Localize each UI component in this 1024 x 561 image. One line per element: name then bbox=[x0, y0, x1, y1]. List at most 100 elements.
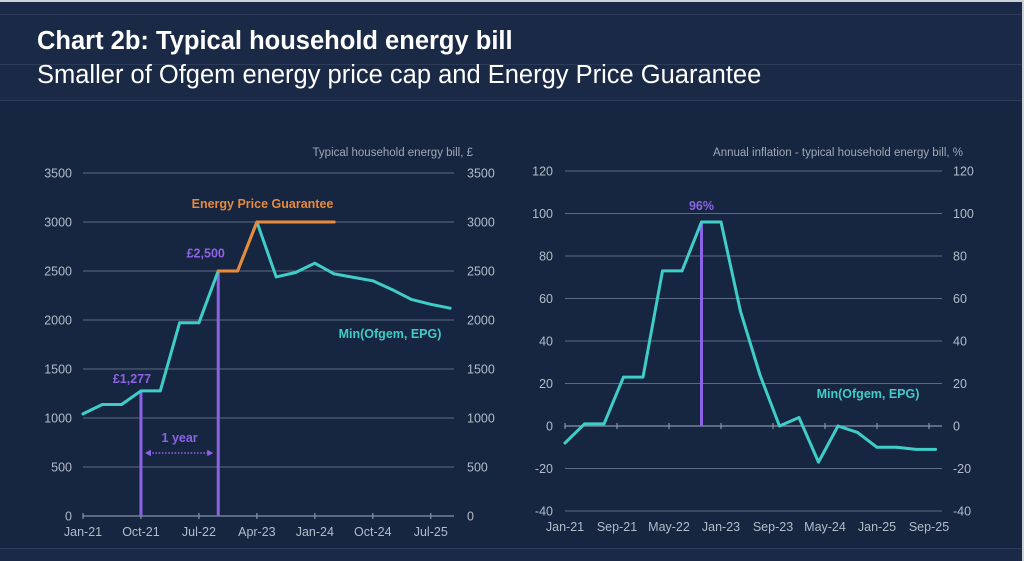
y-tick-label-right: 500 bbox=[467, 461, 488, 475]
data-point-min-ofgem-epg bbox=[875, 445, 879, 449]
data-point-min-ofgem-epg bbox=[120, 403, 123, 406]
y-tick-label-right: 20 bbox=[953, 377, 967, 391]
y-tick-label-right: 0 bbox=[953, 420, 960, 434]
data-point-min-ofgem-epg bbox=[797, 416, 801, 419]
footer-band bbox=[0, 548, 1024, 561]
series-label-min-ofgem-epg: Min(Ofgem, EPG) bbox=[339, 327, 442, 341]
data-point-energy-price-guarantee bbox=[332, 220, 336, 224]
data-point-min-ofgem-epg bbox=[390, 288, 394, 291]
data-point-min-ofgem-epg bbox=[602, 422, 606, 426]
y-tick-label-left: 80 bbox=[539, 250, 553, 264]
arrowhead-left-icon bbox=[144, 449, 151, 457]
x-tick-label: Jan-23 bbox=[702, 520, 740, 534]
data-point-energy-price-guarantee bbox=[255, 220, 259, 224]
divider bbox=[0, 64, 1022, 65]
y-tick-label-left: 100 bbox=[532, 207, 553, 221]
y-tick-label-right: 1000 bbox=[467, 412, 495, 426]
x-tick-label: Sep-21 bbox=[597, 520, 637, 534]
y-tick-label-left: 0 bbox=[546, 420, 553, 434]
y-tick-label-left: 3000 bbox=[44, 216, 72, 230]
data-point-min-ofgem-epg bbox=[332, 272, 336, 276]
y-tick-label-left: 60 bbox=[539, 292, 553, 306]
x-tick-label: Oct-21 bbox=[122, 525, 160, 539]
data-point-min-ofgem-epg bbox=[81, 412, 85, 416]
chart-subtitle: Smaller of Ofgem energy price cap and En… bbox=[37, 61, 762, 89]
y-tick-label-right: 120 bbox=[953, 165, 974, 179]
data-point-min-ofgem-epg bbox=[448, 306, 452, 310]
data-point-min-ofgem-epg bbox=[836, 424, 840, 428]
data-point-min-ofgem-epg bbox=[700, 220, 703, 224]
data-point-min-ofgem-epg bbox=[817, 460, 820, 464]
data-point-min-ofgem-epg bbox=[429, 302, 433, 306]
data-point-min-ofgem-epg bbox=[197, 321, 201, 325]
y-tick-label-left: -20 bbox=[535, 462, 553, 476]
data-point-min-ofgem-epg bbox=[719, 220, 723, 224]
y-tick-label-left: 1500 bbox=[44, 363, 72, 377]
data-point-min-ofgem-epg bbox=[178, 321, 182, 325]
data-point-min-ofgem-epg bbox=[274, 275, 278, 279]
y-tick-label-right: 3000 bbox=[467, 216, 495, 230]
y-tick-label-left: 2000 bbox=[44, 314, 72, 328]
chart-annual-inflation: Annual inflation - typical household ene… bbox=[532, 147, 974, 534]
x-tick-label: Apr-23 bbox=[238, 525, 276, 539]
data-point-energy-price-guarantee bbox=[216, 269, 220, 273]
y-tick-label-left: 20 bbox=[539, 377, 553, 391]
y-tick-label-right: 3500 bbox=[467, 167, 495, 181]
y-tick-label-right: 2500 bbox=[467, 265, 495, 279]
data-point-energy-price-guarantee bbox=[313, 220, 317, 224]
series-line-min-ofgem-epg bbox=[81, 220, 452, 416]
data-point-min-ofgem-epg bbox=[680, 269, 684, 273]
data-point-min-ofgem-epg bbox=[352, 276, 355, 279]
data-point-min-ofgem-epg bbox=[661, 269, 664, 273]
span-label: 1 year bbox=[162, 431, 198, 445]
y-tick-label-right: 1500 bbox=[467, 363, 495, 377]
y-tick-label-right: 2000 bbox=[467, 314, 495, 328]
annotation-label: £2,500 bbox=[187, 247, 225, 261]
data-point-min-ofgem-epg bbox=[934, 448, 937, 451]
data-point-min-ofgem-epg bbox=[158, 389, 162, 393]
data-point-min-ofgem-epg bbox=[739, 309, 742, 313]
x-tick-label: Jan-24 bbox=[296, 525, 334, 539]
x-tick-label: May-24 bbox=[804, 520, 846, 534]
x-tick-label: May-22 bbox=[648, 520, 690, 534]
x-tick-label: Jan-25 bbox=[858, 520, 896, 534]
x-tick-label: Jan-21 bbox=[64, 525, 102, 539]
series-line-min-ofgem-epg bbox=[563, 220, 937, 464]
data-point-min-ofgem-epg bbox=[641, 375, 645, 379]
y-tick-label-left: -40 bbox=[535, 505, 553, 519]
data-point-min-ofgem-epg bbox=[895, 445, 898, 449]
data-point-min-ofgem-epg bbox=[371, 279, 375, 283]
data-point-min-ofgem-epg bbox=[563, 441, 567, 445]
y-tick-label-left: 0 bbox=[65, 510, 72, 524]
data-point-min-ofgem-epg bbox=[914, 448, 918, 451]
data-point-min-ofgem-epg bbox=[410, 298, 413, 301]
series-label-energy-price-guarantee: Energy Price Guarantee bbox=[192, 197, 334, 211]
y-tick-label-left: 2500 bbox=[44, 265, 72, 279]
data-point-min-ofgem-epg bbox=[294, 271, 297, 274]
top-border bbox=[0, 0, 1024, 2]
data-point-min-ofgem-epg bbox=[139, 389, 143, 393]
annotation-label: £1,277 bbox=[113, 372, 151, 386]
data-point-min-ofgem-epg bbox=[758, 373, 762, 377]
y-tick-label-right: 100 bbox=[953, 207, 974, 221]
y-tick-label-right: 40 bbox=[953, 335, 967, 349]
data-point-energy-price-guarantee bbox=[274, 220, 278, 224]
y-tick-label-left: 3500 bbox=[44, 167, 72, 181]
series-label-min-ofgem-epg: Min(Ofgem, EPG) bbox=[817, 387, 920, 401]
y-tick-label-right: -20 bbox=[953, 462, 971, 476]
y-tick-label-left: 1000 bbox=[44, 412, 72, 426]
arrowhead-right-icon bbox=[207, 449, 214, 457]
x-tick-label: Sep-23 bbox=[753, 520, 793, 534]
divider bbox=[0, 14, 1022, 15]
divider bbox=[0, 100, 1022, 101]
chart-title: Chart 2b: Typical household energy bill bbox=[37, 27, 513, 55]
y-tick-label-left: 500 bbox=[51, 461, 72, 475]
right-border bbox=[1022, 0, 1024, 561]
data-point-min-ofgem-epg bbox=[856, 431, 859, 434]
axis-title: Typical household energy bill, £ bbox=[313, 147, 474, 159]
y-tick-label-right: -40 bbox=[953, 505, 971, 519]
x-tick-label: Jan-21 bbox=[546, 520, 584, 534]
x-tick-label: Jul-25 bbox=[414, 525, 448, 539]
x-tick-label: Oct-24 bbox=[354, 525, 392, 539]
